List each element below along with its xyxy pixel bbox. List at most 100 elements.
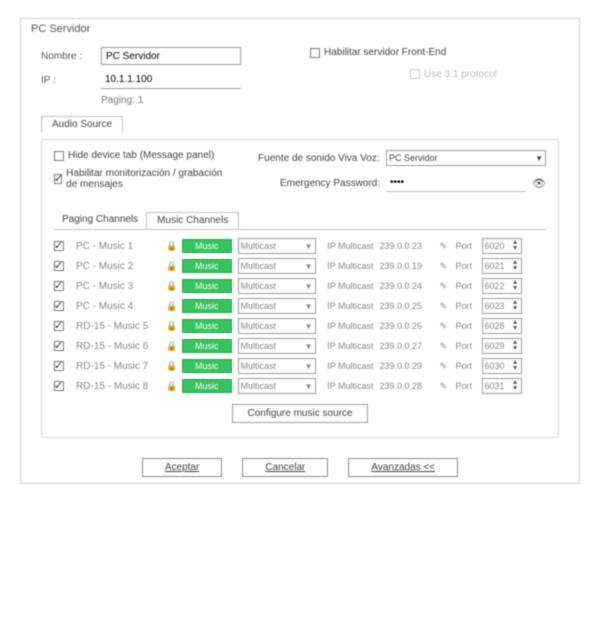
music-button[interactable]: Music — [182, 339, 232, 353]
ok-button[interactable]: Aceptar — [142, 458, 222, 477]
configure-music-button[interactable]: Configure music source — [232, 404, 367, 423]
port-input[interactable]: 6023▲▼ — [482, 298, 522, 314]
port-input[interactable]: 6030▲▼ — [482, 358, 522, 374]
mode-select[interactable]: Multicast▼ — [238, 338, 316, 354]
mode-value: Multicast — [241, 361, 277, 371]
edit-icon[interactable]: ✎ — [440, 341, 450, 352]
ip-multicast-label: IP Multicast — [322, 361, 374, 371]
channel-name: PC - Music 4 — [76, 301, 160, 312]
checkbox-icon — [54, 241, 64, 251]
ip-input[interactable] — [101, 71, 241, 89]
checkbox-icon — [54, 381, 64, 391]
lock-icon: 🔒 — [166, 361, 176, 372]
edit-icon[interactable]: ✎ — [440, 361, 450, 372]
mode-select[interactable]: Multicast▼ — [238, 238, 316, 254]
nombre-input[interactable] — [101, 47, 241, 65]
spinner-icon: ▲▼ — [512, 240, 519, 252]
enable-frontend-label: Habilitar servidor Front-End — [324, 47, 446, 58]
ip-multicast-label: IP Multicast — [322, 301, 374, 311]
eye-icon[interactable]: 👁 — [532, 177, 546, 190]
edit-icon[interactable]: ✎ — [440, 381, 450, 392]
mode-select[interactable]: Multicast▼ — [238, 318, 316, 334]
channel-checkbox[interactable] — [54, 281, 64, 291]
channel-checkbox[interactable] — [54, 301, 64, 311]
emergency-input[interactable] — [386, 174, 526, 192]
music-row: PC - Music 4 🔒 Music Multicast ▼ IP Multicast… — [54, 298, 546, 314]
tab-paging-channels[interactable]: Paging Channels — [54, 212, 146, 229]
mode-select[interactable]: Multicast▼ — [238, 278, 316, 294]
dialog-buttons: Aceptar Cancelar Avanzadas << — [21, 442, 579, 483]
lock-icon: 🔒 — [166, 301, 176, 312]
edit-icon[interactable]: ✎ — [440, 321, 450, 332]
habilitar-checkbox[interactable]: Habilitar monitorización / grabación de … — [54, 168, 232, 190]
channel-checkbox[interactable] — [54, 321, 64, 331]
chevron-down-icon: ▼ — [535, 154, 543, 163]
fuente-select[interactable]: PC Servidor ▼ — [386, 150, 546, 166]
port-input[interactable]: 6031▲▼ — [482, 378, 522, 394]
lock-icon: 🔒 — [166, 321, 176, 332]
hide-device-checkbox[interactable]: Hide device tab (Message panel) — [54, 150, 214, 161]
port-label: Port — [456, 281, 476, 291]
mode-value: Multicast — [241, 261, 277, 271]
port-input[interactable]: 6028▲▼ — [482, 318, 522, 334]
music-row: RD-15 - Music 7🔒MusicMulticast▼IP Multic… — [54, 358, 546, 374]
music-row: RD-15 - Music 5🔒MusicMulticast▼IP Multic… — [54, 318, 546, 334]
music-row: RD-15 - Music 6🔒MusicMulticast▼IP Multic… — [54, 338, 546, 354]
channel-checkbox[interactable] — [54, 381, 64, 391]
music-button[interactable]: Music — [182, 239, 232, 253]
channel-name: PC - Music 2 — [76, 261, 160, 272]
lock-icon: 🔒 — [166, 281, 176, 292]
use31-label: Use 3.1 protocol — [424, 69, 497, 80]
music-row: PC - Music 1🔒MusicMulticast▼IP Multicast… — [54, 238, 546, 254]
music-row: PC - Music 3🔒MusicMulticast▼IP Multicast… — [54, 278, 546, 294]
tab-audio-source[interactable]: Audio Source — [41, 116, 123, 133]
music-button[interactable]: Music — [182, 259, 232, 273]
fuente-value: PC Servidor — [389, 153, 438, 163]
music-button[interactable]: Music — [182, 379, 232, 393]
paging-label: Paging: 1 — [101, 95, 143, 106]
advanced-button[interactable]: Avanzadas << — [348, 458, 458, 477]
channel-checkbox[interactable] — [54, 341, 64, 351]
music-row: PC - Music 2🔒MusicMulticast▼IP Multicast… — [54, 258, 546, 274]
music-button[interactable]: Music — [182, 359, 232, 373]
ip-multicast-value: 239.0.0.25 — [380, 301, 434, 311]
ip-multicast-value: 239.0.0.26 — [380, 321, 434, 331]
mode-select[interactable]: Multicast▼ — [238, 378, 316, 394]
mode-value: Multicast — [241, 281, 277, 291]
tab-music-channels[interactable]: Music Channels — [146, 212, 239, 229]
music-button[interactable]: Music — [182, 319, 232, 333]
edit-icon[interactable]: ✎ — [440, 301, 450, 312]
port-label: Port — [456, 321, 476, 331]
channel-checkbox[interactable] — [54, 261, 64, 271]
mode-select[interactable]: Multicast ▼ — [238, 298, 316, 314]
spinner-icon: ▲▼ — [512, 380, 519, 392]
enable-frontend-checkbox[interactable]: Habilitar servidor Front-End — [310, 47, 446, 58]
port-input[interactable]: 6029▲▼ — [482, 338, 522, 354]
mode-value: Multicast — [241, 241, 277, 251]
mode-select[interactable]: Multicast▼ — [238, 258, 316, 274]
port-input[interactable]: 6022▲▼ — [482, 278, 522, 294]
mode-select[interactable]: Multicast▼ — [238, 358, 316, 374]
spinner-icon: ▲▼ — [512, 320, 519, 332]
edit-icon[interactable]: ✎ — [440, 281, 450, 292]
channel-checkbox[interactable] — [54, 241, 64, 251]
habilitar-label: Habilitar monitorización / grabación de … — [66, 168, 232, 190]
edit-icon[interactable]: ✎ — [440, 241, 450, 252]
mode-value: Multicast — [241, 301, 277, 311]
port-label: Port — [456, 261, 476, 271]
ip-multicast-label: IP Multicast — [322, 321, 374, 331]
music-button[interactable]: Music — [182, 299, 232, 313]
edit-icon[interactable]: ✎ — [440, 261, 450, 272]
music-button[interactable]: Music — [182, 279, 232, 293]
checkbox-icon — [54, 281, 64, 291]
ip-multicast-label: IP Multicast — [322, 241, 374, 251]
ip-multicast-label: IP Multicast — [322, 341, 374, 351]
lock-icon: 🔒 — [166, 381, 176, 392]
port-input[interactable]: 6021▲▼ — [482, 258, 522, 274]
port-input[interactable]: 6020▲▼ — [482, 238, 522, 254]
channel-checkbox[interactable] — [54, 361, 64, 371]
checkbox-icon — [54, 341, 64, 351]
chevron-down-icon: ▼ — [305, 302, 313, 311]
cancel-button[interactable]: Cancelar — [242, 458, 328, 477]
checkbox-icon — [54, 261, 64, 271]
